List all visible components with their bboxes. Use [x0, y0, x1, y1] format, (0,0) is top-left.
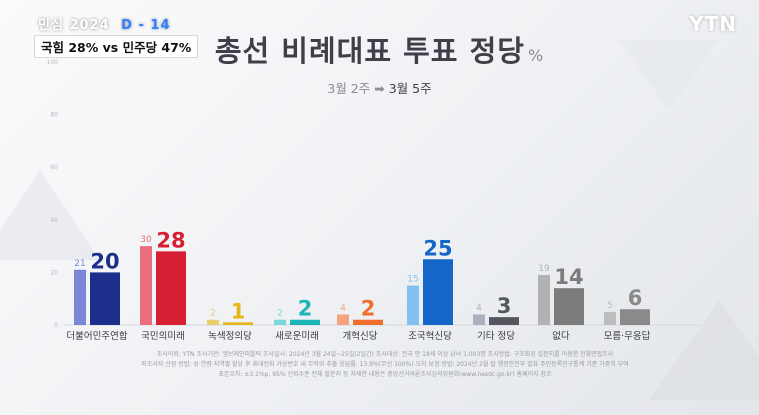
bar-prev	[407, 285, 419, 325]
bar-prev	[538, 275, 550, 325]
bar-prev	[337, 314, 349, 325]
survey-note-line-2: 피조사자 선정 방법: 성·연령·지역별 할당 후 휴대전화 가상번호 내 무작…	[141, 361, 629, 368]
election-badge: 민심 2024 D - 14 국힘 28% vs 민주당 47%	[28, 12, 199, 58]
bar-now	[554, 288, 584, 325]
bar-now	[423, 259, 453, 325]
bar-prev	[140, 246, 152, 325]
category-label: 새로운미래	[275, 331, 319, 342]
category-label: 모름·무응답	[604, 330, 651, 342]
bar-prev-label: 21	[74, 259, 85, 269]
dday-label: D - 14	[121, 18, 171, 33]
bar-now	[223, 322, 253, 325]
bar-now-label: 2	[298, 297, 313, 321]
bar-prev-label: 19	[538, 264, 550, 274]
category-label: 개혁신당	[343, 331, 378, 342]
survey-notes: 조사의뢰: YTN 조사기관: 엠브레인퍼블릭 조사일시: 2024년 3월 2…	[60, 350, 710, 380]
bar-now	[156, 251, 186, 325]
bar-prev	[74, 269, 86, 325]
y-tick-label: 0	[54, 322, 58, 329]
ytn-logo: YTN	[689, 12, 737, 36]
category-label: 녹색정의당	[208, 331, 252, 342]
bar-prev	[604, 311, 616, 325]
bar-now-label: 3	[497, 294, 512, 318]
y-tick-label: 60	[50, 164, 58, 171]
badge-top-line: 민심 2024 D - 14	[38, 14, 171, 33]
bg-triangle-right	[649, 300, 759, 400]
category-label: 조국혁신당	[408, 331, 452, 342]
bar-now	[90, 272, 120, 325]
bar-prev-label: 4	[476, 303, 482, 313]
subtitle-prev: 3월 2주	[327, 81, 371, 96]
y-tick-label: 100	[47, 59, 59, 66]
bar-prev-label: 15	[407, 275, 418, 285]
y-tick-label: 20	[50, 269, 58, 276]
chart-title: 총선 비례대표 투표 정당	[214, 34, 525, 68]
bar-now	[489, 317, 519, 325]
subtitle-now: 3월 5주	[388, 81, 432, 96]
category-label: 국민의미래	[141, 331, 185, 342]
bar-now-label: 20	[90, 249, 119, 273]
survey-note-line-3: 표본오차: ±3.1%p, 95% 신뢰수준 전체 질문지 등 자세한 내용은 …	[218, 371, 552, 378]
chart-subtitle: 3월 2주 ➡ 3월 5주	[0, 78, 759, 97]
bar-prev-label: 5	[607, 301, 613, 311]
badge-top-label: 민심 2024	[38, 18, 110, 33]
bar-now-label: 6	[628, 286, 643, 310]
bar-prev-label: 30	[140, 235, 152, 245]
bg-triangle-top-right	[619, 40, 719, 110]
bg-triangle-left	[0, 170, 100, 260]
survey-note-line-1: 조사의뢰: YTN 조사기관: 엠브레인퍼블릭 조사일시: 2024년 3월 2…	[156, 351, 614, 358]
y-tick-label: 40	[50, 217, 58, 224]
bar-prev	[473, 314, 485, 325]
bar-now-label: 14	[554, 265, 583, 289]
bar-now-label: 2	[361, 297, 376, 321]
category-label: 기타 정당	[477, 331, 515, 342]
bar-now-label: 1	[231, 299, 246, 323]
bar-prev-label: 2	[210, 309, 216, 319]
bar-now	[353, 319, 383, 325]
chart-title-line: 총선 비례대표 투표 정당%	[0, 28, 759, 70]
bar-now-label: 25	[423, 236, 452, 260]
category-label: 없다	[552, 330, 570, 342]
category-label: 더불어민주연합	[66, 331, 127, 342]
bar-prev-label: 2	[277, 309, 283, 319]
bar-now	[620, 309, 650, 325]
bar-prev	[274, 319, 286, 325]
title-unit: %	[527, 46, 545, 65]
bar-now-label: 28	[156, 228, 185, 252]
badge-headline: 국힘 28% vs 민주당 47%	[34, 35, 199, 58]
bar-prev-label: 4	[340, 303, 346, 313]
bar-now	[290, 319, 320, 325]
bar-prev	[207, 319, 219, 325]
arrow-right-icon: ➡	[374, 81, 385, 96]
y-tick-label: 80	[50, 112, 58, 119]
